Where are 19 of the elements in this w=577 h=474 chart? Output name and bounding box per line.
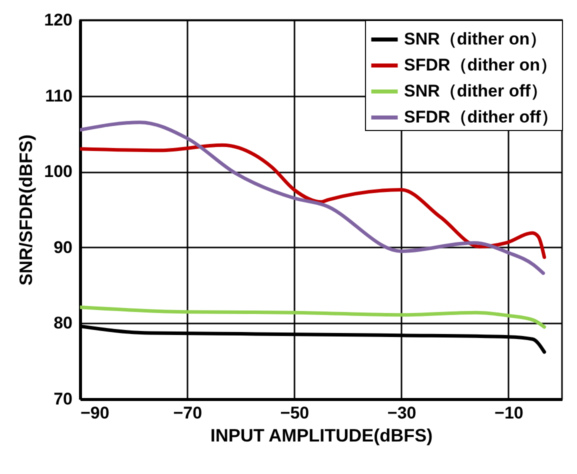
y-tick-label: 120 xyxy=(44,10,72,30)
line-series xyxy=(80,143,546,260)
legend-label: SFDR（dither on） xyxy=(404,56,557,74)
legend-label: SFDR（dither off） xyxy=(404,108,558,126)
y-tick-label: 110 xyxy=(45,86,72,106)
y-tick-label: 90 xyxy=(54,238,72,257)
y-tick-label: 70 xyxy=(54,390,72,408)
legend-label: SNR（dither on） xyxy=(404,30,547,48)
y-tick-label: 80 xyxy=(54,314,72,333)
x-tick-label: −70 xyxy=(173,404,202,422)
y-axis-title: SNR/SFDR(dBFS) xyxy=(16,134,36,286)
x-tick-label: −10 xyxy=(494,404,524,422)
x-tick-label: −90 xyxy=(80,404,110,422)
line-series xyxy=(80,306,546,329)
x-tick-label: −30 xyxy=(387,404,416,422)
y-tick-label: 100 xyxy=(44,162,72,182)
legend-label: SNR（dither off） xyxy=(404,82,548,100)
x-axis-title: INPUT AMPLITUDE(dBFS) xyxy=(210,426,433,446)
x-tick-label: −50 xyxy=(280,404,310,422)
